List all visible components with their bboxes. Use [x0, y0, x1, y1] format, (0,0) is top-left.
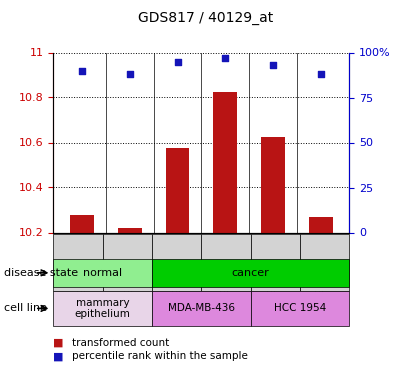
Bar	[261, 137, 285, 232]
Text: GDS817 / 40129_at: GDS817 / 40129_at	[138, 11, 273, 25]
Point	[317, 71, 324, 77]
Bar	[118, 228, 142, 232]
Bar	[309, 217, 332, 232]
Text: percentile rank within the sample: percentile rank within the sample	[72, 351, 248, 361]
Text: ■: ■	[53, 338, 64, 348]
Text: ■: ■	[53, 351, 64, 361]
Point	[79, 68, 85, 74]
Text: cell line: cell line	[4, 303, 47, 313]
Point	[270, 62, 276, 68]
Text: normal: normal	[83, 268, 122, 278]
Bar	[166, 148, 189, 232]
Point	[174, 58, 181, 64]
Text: cancer: cancer	[232, 268, 270, 278]
Point	[222, 55, 229, 61]
Point	[127, 71, 133, 77]
Text: mammary
epithelium: mammary epithelium	[75, 298, 131, 319]
Text: disease state: disease state	[4, 268, 78, 278]
Text: HCC 1954: HCC 1954	[274, 303, 326, 313]
Bar	[213, 92, 237, 232]
Text: transformed count: transformed count	[72, 338, 169, 348]
Text: MDA-MB-436: MDA-MB-436	[168, 303, 235, 313]
Bar	[70, 214, 94, 232]
